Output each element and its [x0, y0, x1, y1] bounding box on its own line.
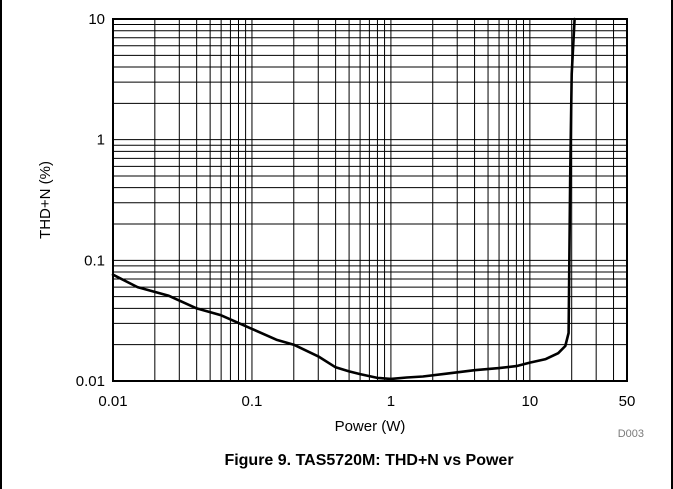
x-tick-label: 50 — [619, 393, 636, 410]
x-tick-label: 10 — [522, 393, 539, 410]
y-tick-label: 1 — [97, 132, 105, 149]
figure-code-label: D003 — [618, 428, 644, 440]
right-frame-border — [671, 0, 673, 489]
y-tick-label: 0.1 — [84, 252, 105, 269]
figure-caption: Figure 9. TAS5720M: THD+N vs Power — [224, 452, 513, 469]
y-tick-label: 10 — [88, 11, 105, 28]
tick-labels: 0.01 0.1 1 10 50 0.01 0.1 1 10 — [76, 11, 636, 410]
x-tick-label: 1 — [387, 393, 395, 410]
plot-area-border — [112, 18, 628, 382]
y-tick-label: 0.01 — [76, 373, 105, 390]
x-axis-title: Power (W) — [335, 418, 406, 435]
y-axis-title: THD+N (%) — [37, 161, 54, 239]
left-frame-border — [0, 0, 2, 489]
series-line-0 — [111, 17, 576, 381]
series-layer — [111, 17, 576, 381]
x-tick-label: 0.1 — [242, 393, 263, 410]
x-tick-label: 0.01 — [98, 393, 127, 410]
grid — [113, 19, 627, 381]
